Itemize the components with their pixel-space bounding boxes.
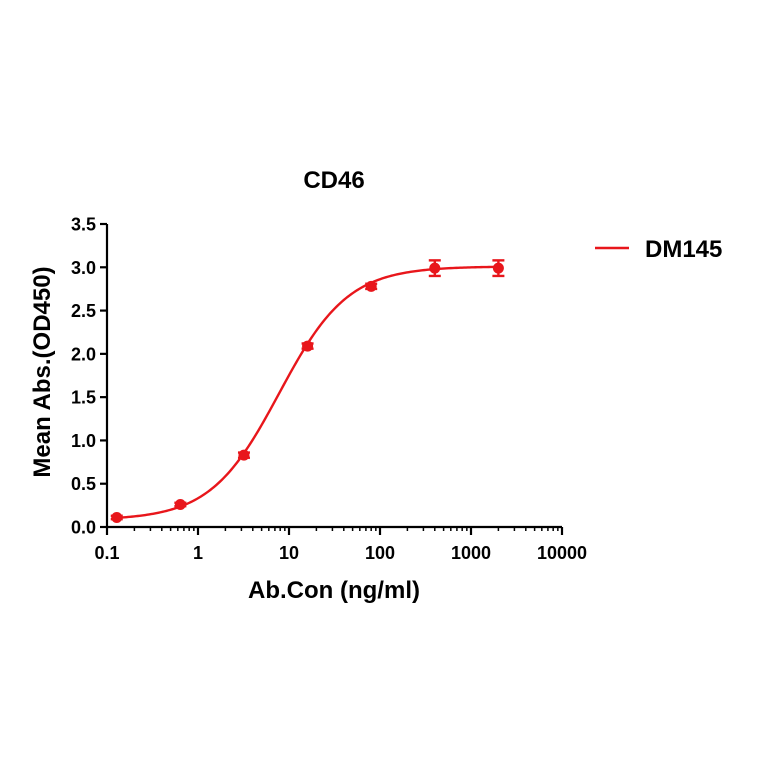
x-tick-label: 1: [193, 543, 203, 563]
y-tick-label: 2.0: [71, 344, 96, 364]
x-axis-label: Ab.Con (ng/ml): [248, 577, 420, 604]
x-tick-label: 10: [279, 543, 299, 563]
y-axis: 0.0 0.5 1.0 1.5 2.0 2.5 3.0 3.5: [71, 215, 109, 538]
y-tick-label: 3.5: [71, 215, 96, 235]
plot-area: [110, 259, 505, 523]
data-point: [238, 449, 250, 461]
data-point: [492, 262, 504, 274]
y-axis-label: Mean Abs.(OD450): [29, 266, 56, 477]
y-tick-label: 0.0: [71, 518, 96, 538]
y-tick-label: 2.5: [71, 301, 96, 321]
data-point: [174, 498, 186, 510]
x-tick-label: 100: [365, 543, 395, 563]
y-tick-label: 3.0: [71, 258, 96, 278]
x-tick-label: 1000: [451, 543, 491, 563]
y-tick-label: 0.5: [71, 474, 96, 494]
x-axis: 0.1 1 10 100 1000 10000: [94, 525, 587, 563]
legend: DM145: [595, 236, 722, 263]
x-tick-label: 0.1: [94, 543, 119, 563]
fit-curve: [116, 265, 499, 520]
data-point: [111, 511, 123, 523]
data-point: [365, 280, 377, 292]
chart-title: CD46: [303, 167, 364, 194]
x-tick-label: 10000: [537, 543, 587, 563]
legend-label: DM145: [645, 236, 722, 263]
data-point: [302, 340, 314, 352]
y-tick-label: 1.0: [71, 431, 96, 451]
data-point: [429, 262, 441, 274]
y-tick-label: 1.5: [71, 388, 96, 408]
